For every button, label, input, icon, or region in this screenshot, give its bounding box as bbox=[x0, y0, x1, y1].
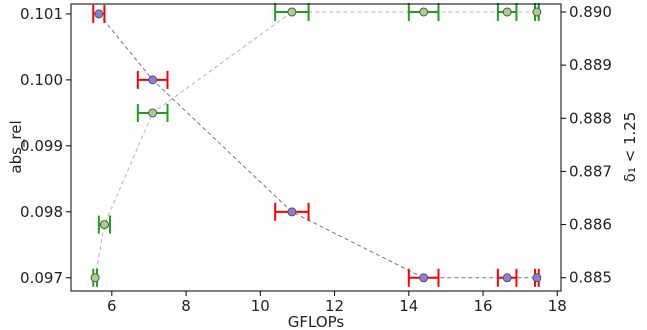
y-right-tick-label: 0.889 bbox=[569, 56, 612, 74]
data-point bbox=[419, 7, 429, 17]
x-tick-label: 18 bbox=[548, 297, 567, 315]
data-point bbox=[532, 7, 542, 17]
x-tick-label: 12 bbox=[325, 297, 344, 315]
data-point bbox=[419, 273, 429, 283]
data-point bbox=[287, 207, 297, 217]
series-line bbox=[98, 13, 537, 279]
x-tick-label: 14 bbox=[399, 297, 418, 315]
x-axis-label: GFLOPs bbox=[288, 313, 345, 330]
data-point bbox=[287, 7, 297, 17]
y-right-axis: 0.885 0.886 0.887 0.888 0.889 0.890 bbox=[561, 3, 612, 287]
series-layer bbox=[90, 2, 542, 287]
y-left-axis: 0.097 0.098 0.099 0.100 0.101 bbox=[20, 5, 71, 287]
y-right-tick-label: 0.885 bbox=[569, 269, 612, 287]
y-left-tick-label: 0.097 bbox=[20, 269, 63, 287]
data-point bbox=[502, 273, 512, 283]
data-point bbox=[148, 75, 158, 85]
y-right-tick-label: 0.887 bbox=[569, 162, 612, 180]
x-tick-label: 16 bbox=[473, 297, 492, 315]
data-point bbox=[90, 273, 100, 283]
y-left-tick-label: 0.098 bbox=[20, 203, 63, 221]
y-right-axis-label: δ₁ < 1.25 bbox=[621, 112, 639, 183]
series-line bbox=[94, 11, 537, 278]
series-delta1 bbox=[90, 2, 542, 287]
y-left-tick-label: 0.099 bbox=[20, 137, 63, 155]
x-tick-label: 8 bbox=[181, 297, 191, 315]
y-right-tick-label: 0.888 bbox=[569, 109, 612, 127]
data-point bbox=[502, 7, 512, 17]
x-tick-label: 6 bbox=[107, 297, 117, 315]
data-point bbox=[148, 108, 158, 118]
series-abs-rel bbox=[92, 4, 542, 287]
y-left-axis-label: abs_rel bbox=[7, 120, 26, 173]
y-right-tick-label: 0.890 bbox=[569, 3, 612, 21]
y-left-tick-label: 0.101 bbox=[20, 5, 63, 23]
data-point bbox=[532, 273, 542, 283]
y-left-tick-label: 0.100 bbox=[20, 71, 63, 89]
x-axis: 6 8 10 12 14 16 18 bbox=[107, 291, 567, 315]
plot-frame bbox=[70, 3, 562, 292]
data-point bbox=[99, 220, 109, 230]
x-tick-label: 10 bbox=[251, 297, 270, 315]
y-right-tick-label: 0.886 bbox=[569, 216, 612, 234]
data-point bbox=[94, 9, 104, 19]
